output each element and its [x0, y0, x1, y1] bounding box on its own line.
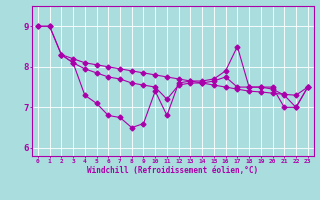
- X-axis label: Windchill (Refroidissement éolien,°C): Windchill (Refroidissement éolien,°C): [87, 166, 258, 175]
